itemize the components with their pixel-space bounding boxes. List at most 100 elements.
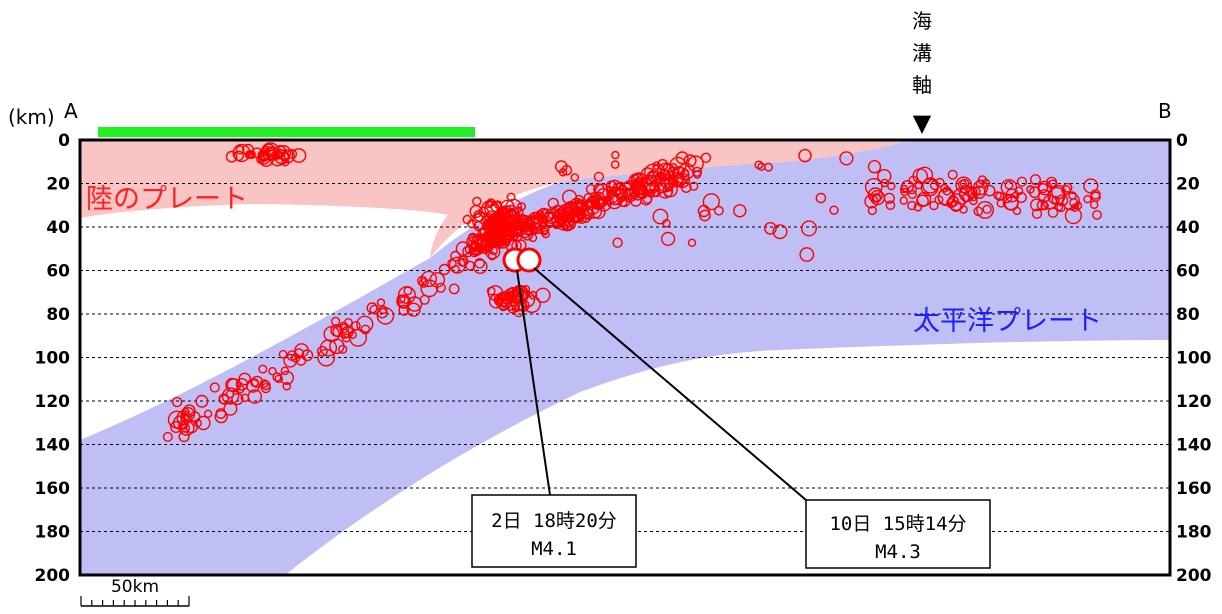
earthquake-marker bbox=[1070, 203, 1080, 213]
earthquake-marker bbox=[511, 304, 520, 313]
earthquake-marker bbox=[1051, 195, 1060, 205]
earthquake-marker bbox=[569, 197, 584, 212]
earthquake-marker bbox=[467, 219, 477, 229]
earthquake-marker bbox=[193, 419, 203, 428]
earthquake-marker bbox=[251, 147, 263, 159]
earthquake-marker bbox=[671, 166, 690, 185]
earthquake-marker bbox=[1042, 194, 1058, 210]
annotation-box-m43 bbox=[805, 499, 991, 569]
earthquake-marker bbox=[203, 409, 213, 418]
earthquake-marker bbox=[867, 159, 882, 174]
land-plate-label: 陸のプレート bbox=[86, 184, 248, 215]
earthquake-marker bbox=[1015, 191, 1027, 203]
land-plate-region bbox=[80, 140, 910, 258]
earthquake-marker bbox=[976, 200, 994, 219]
earthquake-marker bbox=[376, 307, 395, 325]
earthquake-marker bbox=[575, 199, 585, 210]
earthquake-marker bbox=[586, 196, 598, 208]
earthquake-marker bbox=[1083, 178, 1099, 194]
earthquake-marker bbox=[1062, 182, 1073, 193]
earthquake-marker bbox=[518, 213, 527, 223]
earthquake-marker bbox=[418, 277, 429, 288]
earthquake-marker bbox=[653, 176, 671, 194]
earthquake-marker bbox=[487, 220, 499, 232]
earthquake-marker bbox=[196, 415, 211, 431]
earthquake-marker bbox=[291, 148, 307, 163]
earthquake-marker bbox=[510, 295, 527, 312]
earthquake-marker bbox=[225, 389, 235, 399]
earthquake-marker bbox=[259, 379, 269, 388]
earthquake-marker bbox=[514, 220, 523, 230]
depth-tick-label: 180 bbox=[1176, 523, 1212, 543]
earthquake-marker bbox=[420, 279, 439, 298]
earthquake-marker bbox=[283, 353, 298, 368]
earthquake-marker bbox=[376, 298, 386, 307]
earthquake-marker bbox=[483, 220, 492, 230]
earthquake-marker bbox=[647, 171, 659, 183]
earthquake-marker bbox=[493, 228, 508, 242]
earthquake-marker bbox=[916, 166, 934, 184]
earthquake-marker bbox=[585, 184, 597, 195]
earthquake-marker bbox=[561, 164, 573, 176]
earthquake-marker bbox=[663, 188, 673, 198]
earthquake-marker bbox=[338, 344, 348, 354]
earthquake-marker bbox=[691, 166, 703, 177]
earthquake-marker bbox=[522, 217, 541, 236]
earthquake-marker bbox=[1061, 192, 1080, 211]
earthquake-marker bbox=[541, 229, 550, 239]
earthquake-marker bbox=[605, 186, 614, 195]
scale-label: 50km bbox=[111, 577, 159, 597]
earthquake-marker bbox=[457, 255, 469, 267]
earthquake-marker bbox=[733, 204, 747, 218]
highlight-event-m43 bbox=[516, 247, 542, 273]
depth-tick-label: 160 bbox=[1176, 479, 1212, 499]
earthquake-marker bbox=[1092, 209, 1102, 220]
earthquake-marker bbox=[610, 160, 620, 169]
earthquake-marker bbox=[908, 175, 918, 185]
earthquake-marker bbox=[214, 409, 228, 424]
earthquake-marker bbox=[1051, 184, 1066, 200]
earthquake-marker bbox=[867, 205, 877, 216]
earthquake-marker bbox=[171, 396, 183, 408]
earthquake-marker bbox=[570, 173, 580, 182]
annotation-m43-line1: 10日 15時14分 bbox=[829, 513, 966, 535]
earthquake-marker bbox=[1004, 180, 1014, 190]
earthquake-marker bbox=[885, 200, 896, 210]
earthquake-marker bbox=[555, 160, 568, 173]
earthquake-marker bbox=[485, 199, 494, 209]
depth-tick-label: 120 bbox=[1176, 392, 1212, 412]
earthquake-marker bbox=[839, 151, 854, 166]
earthquake-marker bbox=[687, 238, 697, 248]
earthquake-marker bbox=[562, 207, 573, 217]
earthquake-marker bbox=[982, 204, 992, 215]
earthquake-marker bbox=[240, 393, 250, 403]
depth-tick-label: 0 bbox=[58, 131, 70, 151]
earthquake-marker bbox=[914, 180, 923, 190]
earthquake-marker bbox=[591, 191, 606, 206]
earthquake-marker bbox=[689, 181, 699, 191]
earthquake-marker bbox=[547, 197, 559, 209]
earthquake-marker bbox=[279, 370, 295, 385]
earthquake-marker bbox=[801, 220, 818, 237]
depth-tick-label: 60 bbox=[46, 262, 70, 282]
earthquake-marker bbox=[438, 263, 451, 276]
earthquake-marker bbox=[182, 404, 196, 418]
earthquake-marker bbox=[652, 161, 661, 170]
earthquake-marker bbox=[317, 348, 336, 367]
earthquake-marker bbox=[638, 186, 648, 195]
earthquake-marker bbox=[274, 149, 290, 165]
earthquake-marker bbox=[996, 198, 1006, 208]
earthquake-marker bbox=[687, 155, 704, 172]
earthquake-marker bbox=[561, 221, 572, 232]
earthquake-marker bbox=[435, 282, 446, 293]
earthquake-marker bbox=[714, 205, 724, 216]
earthquake-marker bbox=[700, 152, 712, 164]
earthquake-marker bbox=[675, 174, 685, 184]
earthquake-marker bbox=[225, 150, 238, 163]
annotation-box-m41 bbox=[471, 494, 637, 568]
depth-tick-label: 100 bbox=[35, 349, 71, 369]
earthquake-marker bbox=[528, 290, 538, 300]
leader-line-m41 bbox=[516, 269, 551, 496]
earthquake-marker bbox=[959, 178, 970, 189]
